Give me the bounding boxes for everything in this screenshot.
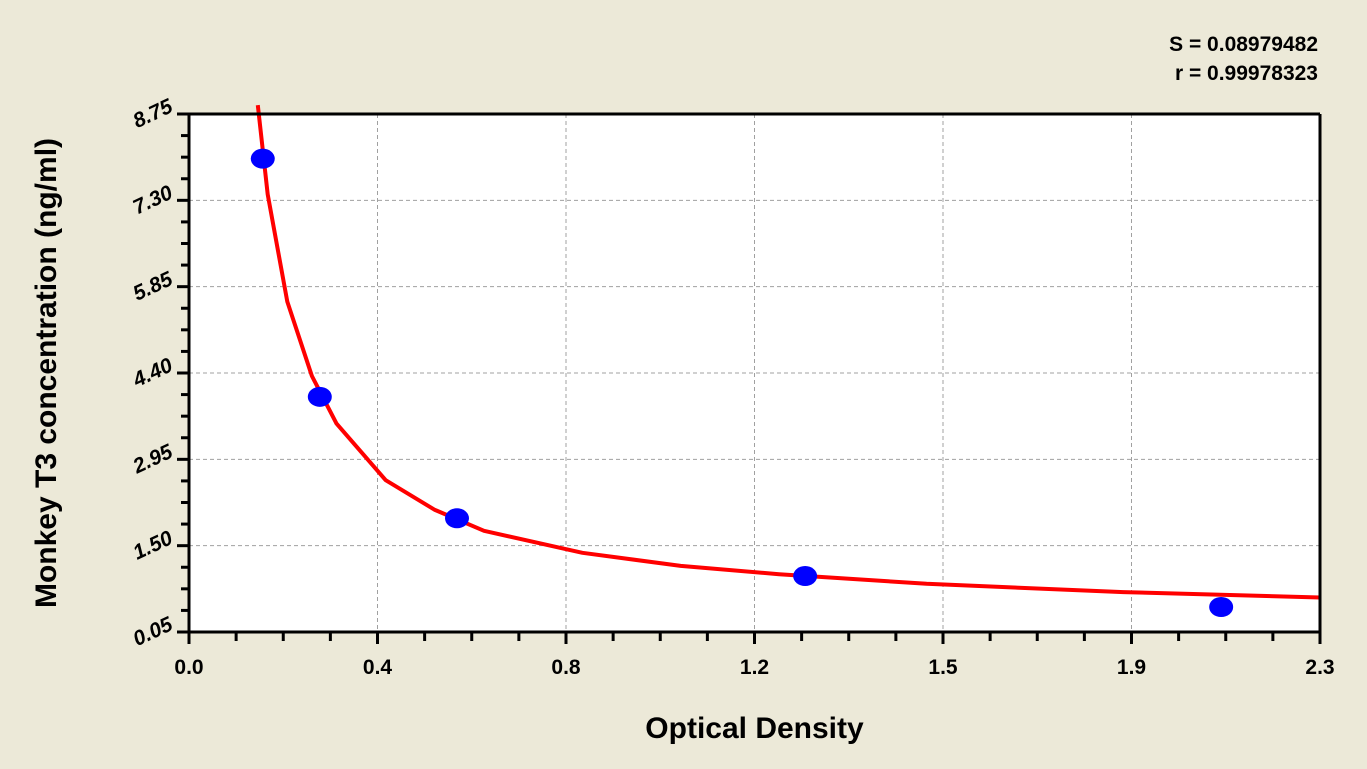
y-tick-label: 8.75: [129, 95, 176, 133]
x-tick-label: 1.5: [928, 656, 958, 679]
x-tick-label: 0.0: [174, 656, 203, 679]
y-axis-title: Monkey T3 concentration (ng/ml): [30, 137, 63, 609]
x-axis-title: Optical Density: [645, 712, 864, 745]
x-tick-label: 0.4: [363, 656, 393, 679]
x-tick-label: 1.9: [1117, 656, 1146, 679]
x-tick-labels: 0.0 0.4 0.8 1.2 1.5 1.9 2.3: [174, 656, 1334, 679]
r-statistic: r = 0.99978323: [1174, 62, 1318, 85]
data-point: [793, 566, 818, 587]
y-tick-label: 4.40: [129, 354, 177, 393]
fit-statistics: S = 0.08979482 r = 0.99978323: [1169, 30, 1318, 88]
y-tick-label: 5.85: [129, 267, 176, 305]
gridlines: [189, 114, 1320, 632]
s-statistic: S = 0.08979482: [1169, 33, 1318, 56]
y-tick-labels: 0.05 1.50 2.95 4.40 5.85 7.30 8.75: [129, 95, 177, 651]
data-point: [307, 386, 332, 407]
x-tick-label: 1.2: [740, 656, 769, 679]
data-points: [250, 148, 1234, 617]
x-tick-label: 0.8: [551, 656, 581, 679]
data-point: [1209, 596, 1234, 617]
data-point: [444, 508, 469, 529]
y-tick-label: 7.30: [129, 181, 176, 219]
x-tick-label: 2.3: [1305, 656, 1334, 679]
y-tick-label: 2.95: [129, 440, 177, 479]
y-tick-label: 1.50: [129, 526, 176, 564]
data-point: [250, 148, 275, 169]
y-tick-label: 0.05: [129, 613, 176, 651]
